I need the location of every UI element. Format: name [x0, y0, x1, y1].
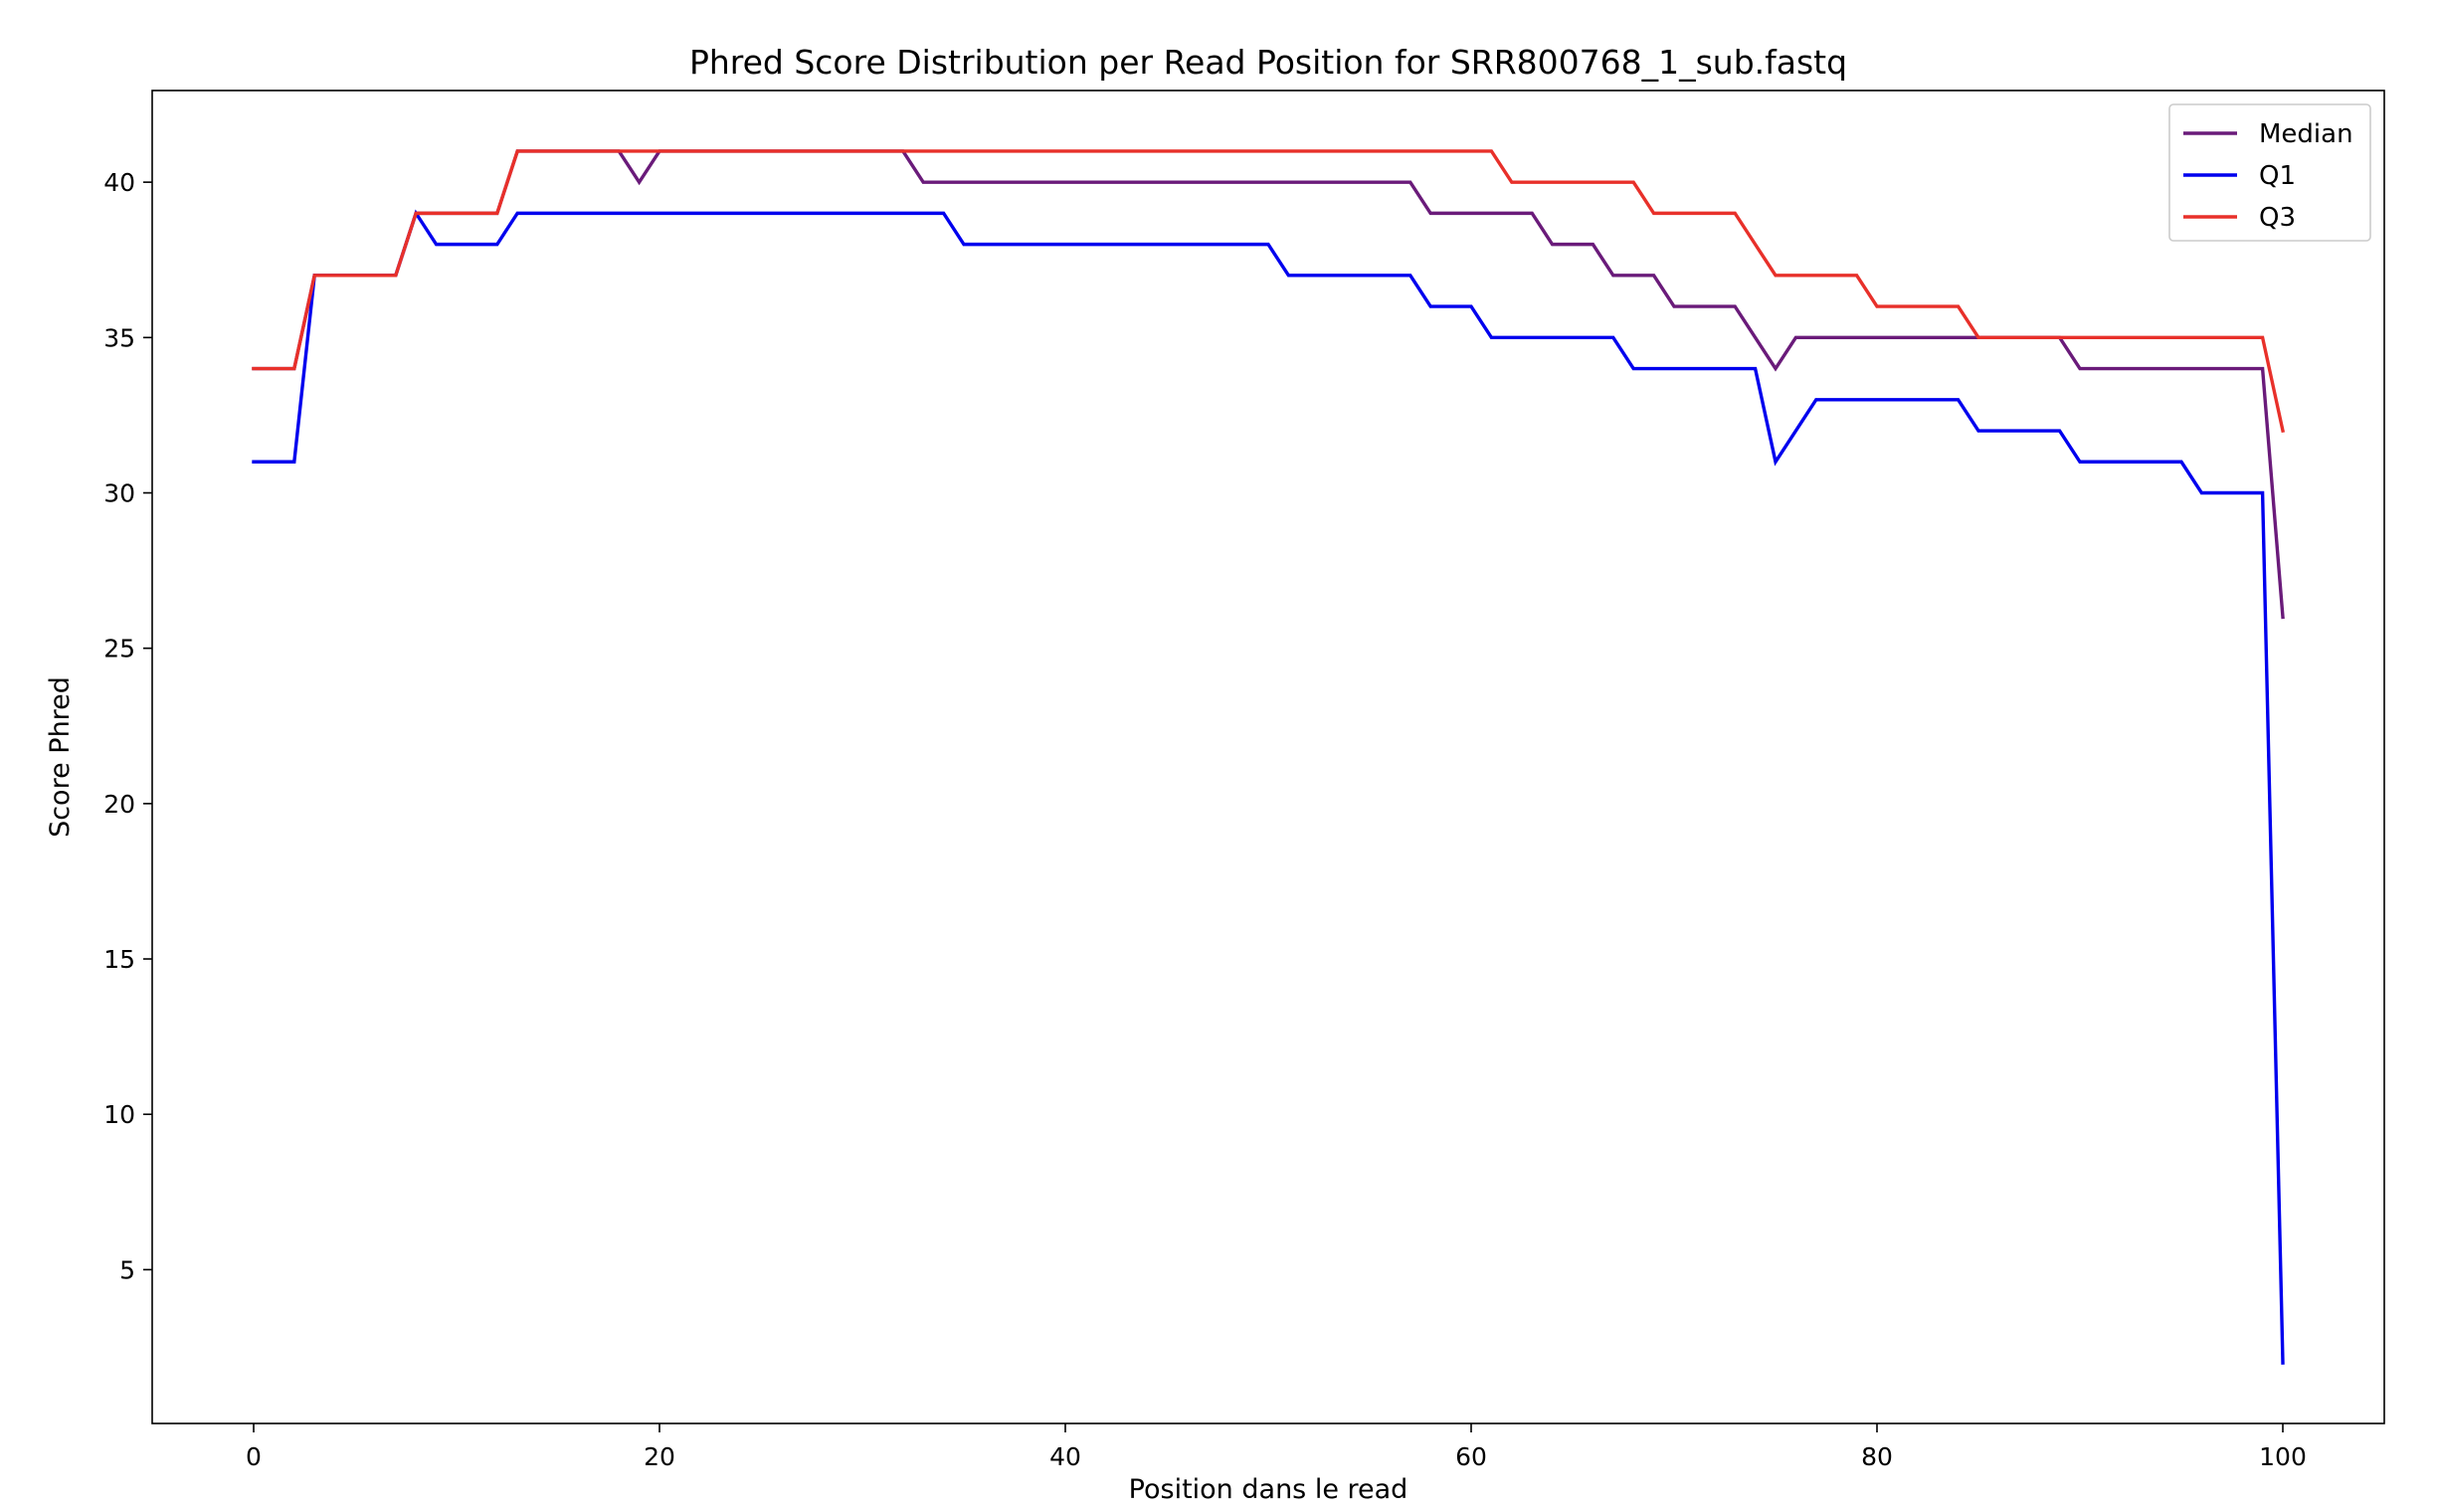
- y-tick-label: 35: [103, 323, 135, 352]
- series-line-median: [252, 149, 2285, 620]
- x-tick-label: 40: [1049, 1442, 1081, 1471]
- legend-label-median: Median: [2259, 119, 2353, 149]
- x-tick-label: 20: [644, 1442, 675, 1471]
- legend-label-q3: Q3: [2259, 203, 2296, 233]
- y-tick-label: 25: [103, 635, 135, 663]
- x-axis-label: Position dans le read: [1129, 1474, 1408, 1505]
- y-tick-label: 10: [103, 1100, 135, 1129]
- legend-label-q1: Q1: [2259, 161, 2296, 191]
- x-axis: 0 20 40 60 80 100: [246, 1423, 2307, 1471]
- series-line-q3: [252, 149, 2286, 434]
- y-tick-label: 30: [103, 478, 135, 507]
- chart-title: Phred Score Distribution per Read Positi…: [689, 43, 1847, 82]
- y-tick-label: 20: [103, 790, 135, 819]
- y-axis-label: Score Phred: [45, 676, 76, 838]
- x-tick-label: 80: [1861, 1442, 1893, 1471]
- series-layer: [252, 149, 2286, 1365]
- y-tick-label: 5: [119, 1255, 135, 1284]
- legend-box: [2168, 103, 2371, 242]
- legend: Median Q1 Q3: [2168, 103, 2371, 242]
- x-tick-label: 100: [2259, 1442, 2307, 1471]
- plot-frame: [151, 90, 2385, 1424]
- x-tick-label: 60: [1455, 1442, 1487, 1471]
- x-tick-label: 0: [246, 1442, 262, 1471]
- series-line-q1: [252, 209, 2285, 1365]
- y-tick-label: 40: [103, 168, 135, 197]
- y-tick-label: 15: [103, 945, 135, 974]
- y-axis: 5 10 15 20 25 30 35 40: [103, 168, 152, 1284]
